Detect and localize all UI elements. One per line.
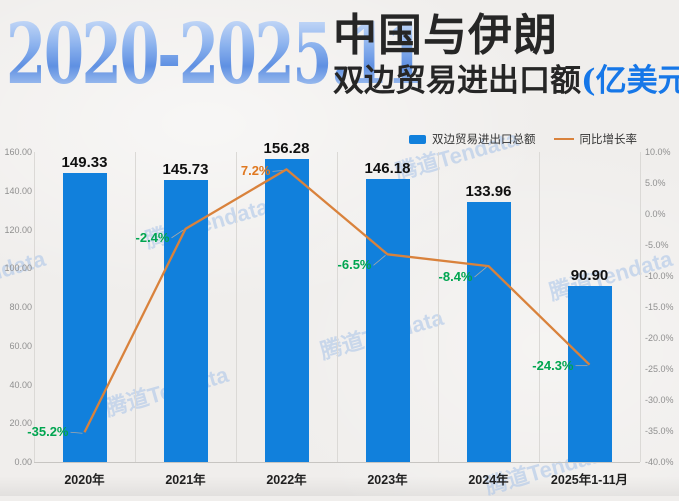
title-line1: 中国与伊朗 bbox=[333, 10, 558, 61]
right-axis-tick: -5.0% bbox=[645, 240, 669, 250]
right-axis-tick: 10.0% bbox=[645, 147, 671, 157]
bar-value-label: 156.28 bbox=[263, 140, 310, 158]
bar-2023年 bbox=[365, 178, 410, 462]
gridline bbox=[640, 152, 641, 462]
left-axis-tick: 40.00 bbox=[9, 379, 32, 390]
bar-value-label: 149.33 bbox=[61, 153, 108, 171]
right-axis-tick: -35.0% bbox=[645, 426, 674, 436]
left-axis-tick: 160.00 bbox=[4, 147, 32, 157]
growth-label: -35.2% bbox=[27, 424, 69, 440]
right-axis-tick: -30.0% bbox=[645, 395, 674, 405]
gridline bbox=[539, 152, 540, 462]
bar-value-label: 146.18 bbox=[364, 159, 411, 177]
bar-2020年 bbox=[62, 172, 107, 462]
x-axis-label: 2025年1-11月 bbox=[550, 473, 629, 487]
left-axis-tick: 0.00 bbox=[14, 457, 32, 467]
legend-bar-swatch bbox=[409, 134, 426, 144]
x-axis-line bbox=[34, 462, 640, 463]
growth-label: -6.5% bbox=[337, 257, 372, 273]
right-axis-tick: -25.0% bbox=[645, 364, 674, 374]
bar-2022年 bbox=[264, 159, 309, 462]
bar-2021年 bbox=[163, 179, 208, 462]
right-axis-tick: -20.0% bbox=[645, 333, 674, 343]
title-line2-text: 双边贸易进出口额 bbox=[333, 63, 581, 99]
left-axis-tick: 20.00 bbox=[9, 418, 32, 429]
x-axis-label: 2022年 bbox=[266, 473, 307, 487]
x-axis-label: 2024年 bbox=[468, 473, 509, 487]
bar-value-label: 90.90 bbox=[570, 266, 609, 284]
watermark: 腾道Tendata bbox=[0, 245, 49, 305]
legend-line-swatch bbox=[553, 138, 574, 140]
period-title: 2020-2025.11 bbox=[6, 6, 426, 103]
growth-label: -8.4% bbox=[438, 269, 473, 285]
gridline bbox=[135, 152, 136, 462]
left-axis-tick: 60.00 bbox=[9, 340, 32, 351]
right-axis-tick: -40.0% bbox=[645, 457, 674, 467]
legend: 双边贸易进出口总额 同比增长率 bbox=[409, 131, 637, 147]
growth-label: -2.4% bbox=[135, 229, 170, 245]
legend-bar-label: 双边贸易进出口总额 bbox=[432, 134, 536, 146]
title-unit: (亿美元) bbox=[581, 63, 679, 99]
x-axis-label: 2020年 bbox=[64, 473, 105, 487]
growth-label: -24.3% bbox=[532, 357, 574, 373]
right-axis-tick: -10.0% bbox=[645, 271, 674, 281]
right-axis-tick: -15.0% bbox=[645, 302, 674, 312]
right-axis-tick: 5.0% bbox=[645, 178, 666, 188]
right-axis-tick: 0.0% bbox=[645, 209, 666, 219]
gridline bbox=[34, 152, 35, 462]
gridline bbox=[337, 152, 338, 462]
legend-line-label: 同比增长率 bbox=[579, 134, 638, 146]
main-title: 中国与伊朗 双边贸易进出口额(亿美元) bbox=[333, 8, 679, 100]
x-axis-label: 2021年 bbox=[165, 473, 206, 487]
left-axis-tick: 80.00 bbox=[9, 302, 32, 312]
bar-2025年1-11月 bbox=[567, 285, 612, 462]
left-axis-tick: 120.00 bbox=[4, 224, 32, 235]
gridline bbox=[438, 152, 439, 462]
left-axis-tick: 140.00 bbox=[4, 185, 32, 196]
title-line2: 双边贸易进出口额(亿美元) bbox=[333, 63, 679, 100]
bar-2024年 bbox=[466, 202, 511, 462]
gridline bbox=[236, 152, 237, 462]
growth-label: 7.2% bbox=[240, 163, 271, 179]
left-axis-tick: 100.00 bbox=[4, 263, 32, 274]
bar-value-label: 133.96 bbox=[465, 183, 512, 201]
x-axis-label: 2023年 bbox=[367, 473, 408, 487]
